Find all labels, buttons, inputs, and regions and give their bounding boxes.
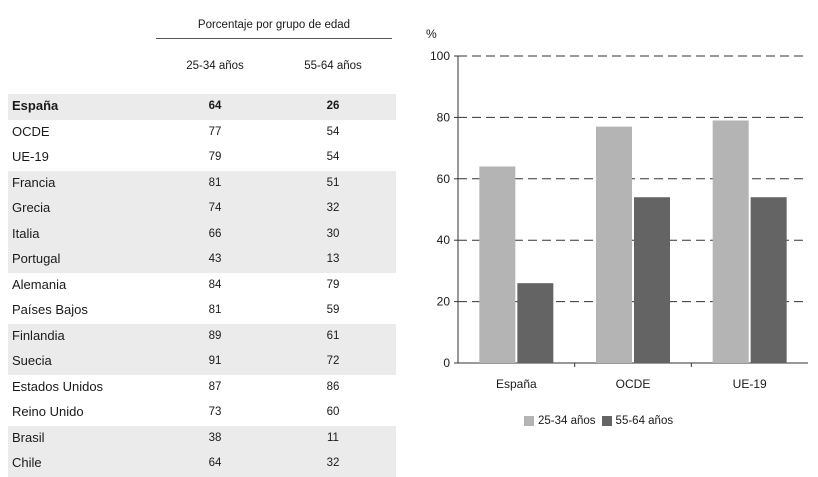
x-category-label: UE-19 (733, 377, 767, 391)
value-55-64: 54 (326, 125, 340, 138)
value-25-34: 38 (208, 431, 222, 444)
value-55-64: 11 (327, 431, 339, 444)
country-name: UE-19 (12, 149, 49, 164)
bar-55-64-españa (517, 283, 554, 363)
legend-label-55-64: 55-64 años (615, 415, 674, 427)
table-row: Brasil 38 11 (8, 425, 396, 451)
bar-55-64-ue-19 (750, 197, 787, 363)
value-25-34: 91 (208, 355, 222, 367)
table-row: Países Bajos 81 59 (8, 298, 396, 324)
country-name: Grecia (12, 200, 51, 215)
table-row: Portugal 43 13 (8, 247, 396, 273)
value-25-34: 81 (208, 176, 222, 189)
table-row: Estados Unidos 87 86 (8, 375, 396, 401)
value-55-64: 59 (326, 304, 340, 316)
value-25-34: 81 (208, 304, 222, 316)
table-row: Reino Unido 73 60 (8, 400, 396, 426)
y-tick-label: 20 (437, 295, 451, 309)
value-55-64: 32 (326, 457, 340, 469)
y-tick-label: 100 (430, 49, 450, 63)
x-category-label: España (496, 377, 537, 391)
y-tick-label: 40 (437, 233, 451, 247)
chart-legend: 25-34 años 55-64 años (524, 415, 673, 427)
country-name: España (12, 98, 59, 113)
table-row: UE-19 79 54 (8, 145, 396, 171)
table-row: Grecia 74 32 (8, 196, 396, 222)
table-row: Suecia 91 72 (8, 349, 396, 375)
column-header-55-64: 55-64 años (304, 60, 362, 72)
country-name: Alemania (12, 276, 67, 292)
table-row: Italia 66 30 (8, 221, 396, 247)
bar-25-34-ue-19 (712, 120, 749, 363)
education-table: Porcentaje por grupo de edad 25-34 años … (8, 6, 396, 477)
bar-25-34-españa (479, 166, 516, 363)
legend-label-25-34: 25-34 años (538, 415, 596, 427)
country-name: Finlandia (12, 327, 65, 343)
value-55-64: 13 (326, 253, 340, 265)
y-tick-label: 0 (443, 356, 450, 370)
value-55-64: 30 (326, 227, 340, 240)
table-row: Chile 64 32 (8, 451, 396, 477)
legend-swatch-25-34 (524, 416, 534, 426)
table-row: Finlandia 89 61 (8, 323, 396, 349)
value-25-34: 43 (208, 253, 222, 265)
country-name: OCDE (12, 123, 50, 139)
country-name: Suecia (12, 353, 52, 368)
country-name: Reino Unido (12, 404, 84, 419)
table-row: Alemania 84 79 (8, 273, 396, 299)
value-55-64: 60 (326, 406, 340, 418)
value-55-64: 32 (326, 202, 340, 214)
value-55-64: 54 (326, 151, 340, 163)
value-55-64: 72 (326, 355, 340, 367)
value-25-34: 89 (208, 329, 222, 342)
value-25-34: 66 (208, 227, 222, 240)
country-name: Brasil (12, 429, 45, 445)
country-name: Países Bajos (12, 302, 88, 317)
table-body: España 64 26 OCDE 77 54 UE-19 79 54 Francia 81 51 Gr… (8, 94, 396, 477)
value-25-34: 77 (208, 125, 222, 138)
value-25-34: 64 (208, 100, 222, 112)
country-name: Italia (12, 225, 40, 241)
table-row: OCDE 77 54 (8, 120, 396, 146)
value-25-34: 87 (208, 380, 222, 393)
group-header: Porcentaje por grupo de edad (156, 12, 392, 39)
value-55-64: 79 (326, 278, 340, 291)
x-category-label: OCDE (616, 377, 651, 391)
country-name: Portugal (12, 251, 61, 266)
value-55-64: 86 (326, 380, 340, 393)
value-55-64: 26 (326, 100, 340, 112)
bar-55-64-ocde (634, 197, 670, 363)
chart-canvas: % 0 20 40 60 80 100 España OCDE UE-19 (426, 27, 808, 391)
legend-swatch-55-64 (601, 416, 612, 426)
bar-25-34-ocde (596, 126, 632, 363)
value-25-34: 79 (208, 151, 222, 163)
value-25-34: 64 (208, 457, 222, 469)
value-55-64: 51 (326, 176, 340, 189)
value-55-64: 61 (326, 329, 340, 342)
bar-chart: % 0 20 40 60 80 100 España OCDE UE-19 25-34 años … (404, 0, 818, 458)
value-25-34: 84 (208, 278, 222, 291)
column-header-25-34: 25-34 años (186, 60, 244, 72)
y-tick-label: 80 (437, 110, 451, 124)
value-25-34: 74 (208, 202, 222, 214)
country-name: Francia (12, 174, 56, 190)
country-name: Estados Unidos (12, 378, 104, 394)
table-row: Francia 81 51 (8, 170, 396, 196)
value-25-34: 73 (208, 406, 222, 418)
y-axis-label: % (426, 27, 437, 41)
y-tick-label: 60 (437, 172, 451, 186)
country-name: Chile (12, 455, 42, 470)
table-row: España 64 26 (8, 94, 396, 120)
